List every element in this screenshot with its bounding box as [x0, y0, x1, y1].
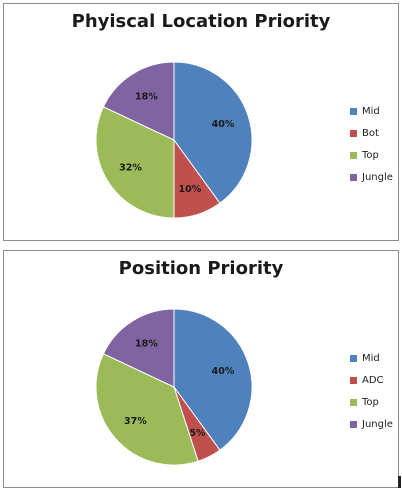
slice-value-label: 18%	[135, 92, 158, 103]
legend-item-bot: Bot	[350, 122, 393, 144]
legend-item-top: Top	[350, 144, 393, 166]
slice-value-label: 40%	[212, 366, 235, 377]
legend-swatch	[350, 354, 357, 362]
slice-value-label: 5%	[189, 428, 206, 439]
slice-value-label: 10%	[179, 184, 202, 195]
legend-label: Jungle	[362, 418, 393, 430]
legend-swatch	[350, 376, 357, 384]
chart-title: Phyiscal Location Priority	[71, 11, 331, 32]
legend-swatch	[350, 173, 357, 181]
legend-swatch	[350, 398, 357, 406]
chart-legend: Mid Bot Top Jungle	[350, 100, 393, 188]
pie-chart: 40% 5% 37% 18%	[95, 308, 253, 466]
slice-value-label: 40%	[212, 119, 235, 130]
legend-label: Jungle	[362, 171, 393, 183]
chart-legend: Mid ADC Top Jungle	[350, 347, 393, 435]
legend-label: Top	[362, 396, 379, 408]
slice-value-label: 32%	[119, 163, 142, 174]
legend-swatch	[350, 420, 357, 428]
pie-slice-top	[95, 353, 199, 466]
legend-item-top: Top	[350, 391, 393, 413]
legend-item-mid: Mid	[350, 100, 393, 122]
pie-slice-mid	[173, 61, 253, 204]
chart-title: Position Priority	[118, 258, 284, 279]
slice-value-label: 18%	[135, 339, 158, 350]
window-edge-mark	[398, 476, 401, 488]
legend-swatch	[350, 129, 357, 137]
legend-label: Mid	[362, 352, 380, 364]
legend-item-jungle: Jungle	[350, 413, 393, 435]
legend-label: Bot	[362, 127, 379, 139]
legend-item-mid: Mid	[350, 347, 393, 369]
chart-panel-physical-location: Phyiscal Location Priority 40% 10% 32% 18% …	[3, 3, 399, 241]
pie-slice-top	[95, 106, 175, 219]
pie-slice-mid	[173, 308, 253, 451]
legend-swatch	[350, 151, 357, 159]
pie-slice-jungle	[102, 308, 175, 388]
legend-swatch	[350, 107, 357, 115]
chart-panel-position: Position Priority 40% 5% 37% 18% Mid ADC Top J…	[3, 250, 399, 488]
legend-label: ADC	[362, 374, 384, 386]
legend-label: Mid	[362, 105, 380, 117]
slice-value-label: 37%	[124, 416, 147, 427]
legend-item-adc: ADC	[350, 369, 393, 391]
legend-label: Top	[362, 149, 379, 161]
pie-chart: 40% 10% 32% 18%	[95, 61, 253, 219]
legend-item-jungle: Jungle	[350, 166, 393, 188]
pie-slice-jungle	[102, 61, 175, 141]
